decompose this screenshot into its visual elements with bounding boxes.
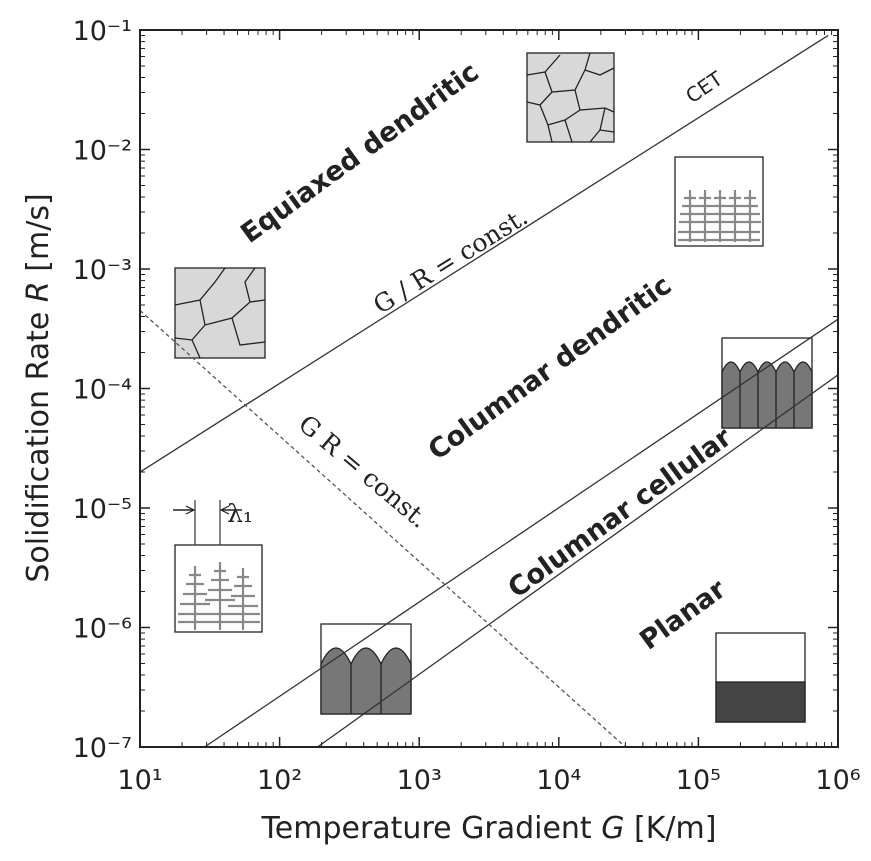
x-label-part: [K/m] — [624, 811, 716, 846]
boundary-line — [204, 318, 839, 748]
x-tick-label: 10² — [257, 765, 302, 796]
x-tick-label: 10⁵ — [676, 765, 721, 796]
annotation: CET — [681, 66, 727, 108]
x-label-part: Temperature Gradient — [261, 811, 602, 846]
y-tick-label: 10⁻⁵ — [73, 494, 132, 525]
x-axis-label: Temperature Gradient G [K/m] — [261, 811, 717, 846]
boundary-line — [317, 374, 839, 748]
y-axis-label: Solidification Rate R [m/s] — [21, 193, 56, 582]
annotation: Equiaxed dendritic — [235, 57, 484, 250]
y-label-part: Solidification Rate — [21, 302, 56, 583]
y-tick-label: 10⁻⁷ — [73, 733, 132, 764]
y-label-part: R — [21, 281, 56, 302]
annotation: λ₁ — [227, 499, 253, 528]
x-tick-label: 10⁴ — [536, 765, 581, 796]
x-label-part: G — [601, 811, 624, 846]
x-tick-label: 10¹ — [117, 765, 162, 796]
y-tick-label: 10⁻¹ — [73, 16, 132, 47]
y-label-part: [m/s] — [21, 193, 56, 281]
boundary-line — [139, 34, 829, 473]
y-tick-label: 10⁻² — [73, 136, 132, 167]
annotation: Columnar cellular — [502, 421, 738, 604]
annotation: G / R = const. — [368, 202, 533, 320]
annotation: Columnar dendritic — [423, 270, 678, 467]
y-tick-label: 10⁻³ — [73, 255, 132, 286]
x-tick-label: 10³ — [397, 765, 442, 796]
microstructure-insets — [173, 52, 813, 723]
boundary-line — [139, 309, 626, 748]
y-tick-label: 10⁻⁶ — [73, 614, 132, 645]
annotation: G R = const. — [293, 409, 434, 534]
y-tick-label: 10⁻⁴ — [73, 375, 132, 406]
x-tick-label: 10⁶ — [815, 765, 860, 796]
